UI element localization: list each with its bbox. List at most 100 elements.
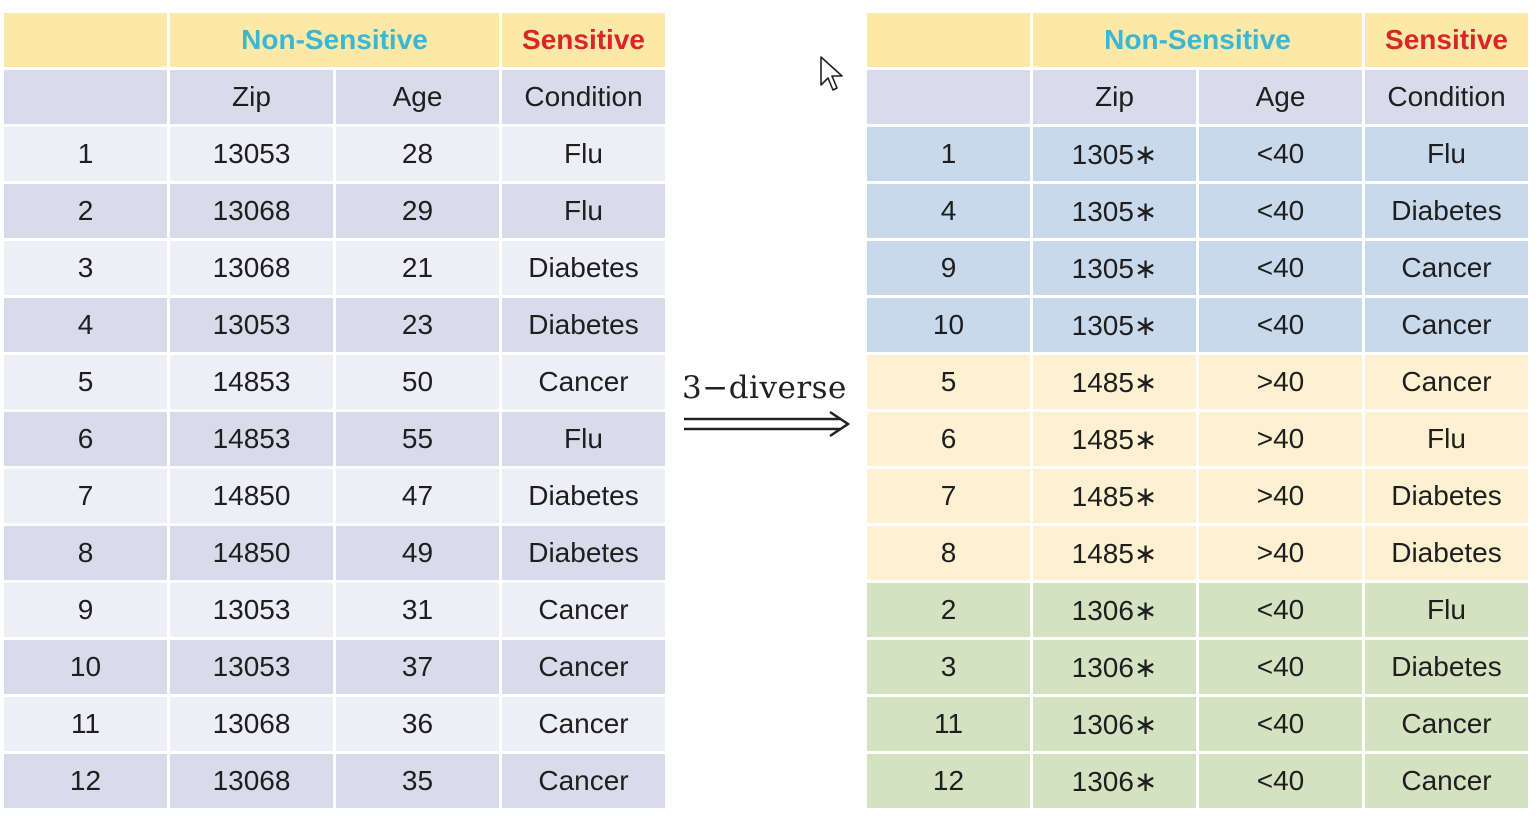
row-id-cell: 1 xyxy=(867,127,1030,181)
header-group-row: Non-Sensitive Sensitive xyxy=(867,13,1528,67)
zip-cell: 1306∗ xyxy=(1033,697,1196,751)
zip-cell: 1485∗ xyxy=(1033,412,1196,466)
column-header-row: Zip Age Condition xyxy=(4,70,665,124)
condition-cell: Cancer xyxy=(502,355,665,409)
zip-cell: 1306∗ xyxy=(1033,754,1196,808)
condition-cell: Cancer xyxy=(502,583,665,637)
row-id-cell: 10 xyxy=(867,298,1030,352)
zip-cell: 13068 xyxy=(170,697,333,751)
zip-cell: 13068 xyxy=(170,754,333,808)
age-cell: 35 xyxy=(336,754,499,808)
table-row: 12 13068 35 Cancer xyxy=(4,754,665,808)
age-cell: 31 xyxy=(336,583,499,637)
table-row: 5 1485∗ >40 Cancer xyxy=(867,355,1528,409)
row-id-cell: 1 xyxy=(4,127,167,181)
table-row: 4 13053 23 Diabetes xyxy=(4,298,665,352)
diverse-table: Non-Sensitive Sensitive Zip Age Conditio… xyxy=(864,10,1531,811)
table-row: 10 13053 37 Cancer xyxy=(4,640,665,694)
condition-cell: Flu xyxy=(1365,583,1528,637)
table-row: 12 1306∗ <40 Cancer xyxy=(867,754,1528,808)
condition-cell: Cancer xyxy=(1365,241,1528,295)
age-cell: <40 xyxy=(1199,697,1362,751)
header-group-row: Non-Sensitive Sensitive xyxy=(4,13,665,67)
age-cell: <40 xyxy=(1199,241,1362,295)
zip-cell: 1485∗ xyxy=(1033,469,1196,523)
zip-cell: 1305∗ xyxy=(1033,127,1196,181)
zip-cell: 14850 xyxy=(170,469,333,523)
row-id-cell: 7 xyxy=(867,469,1030,523)
table-row: 8 14850 49 Diabetes xyxy=(4,526,665,580)
row-id-cell: 9 xyxy=(867,241,1030,295)
zip-cell: 13053 xyxy=(170,583,333,637)
row-id-cell: 3 xyxy=(4,241,167,295)
condition-cell: Cancer xyxy=(1365,754,1528,808)
row-id-cell: 6 xyxy=(4,412,167,466)
row-id-cell: 11 xyxy=(867,697,1030,751)
row-id-cell: 12 xyxy=(4,754,167,808)
column-header-id xyxy=(867,70,1030,124)
zip-cell: 1485∗ xyxy=(1033,355,1196,409)
table-row: 9 1305∗ <40 Cancer xyxy=(867,241,1528,295)
zip-cell: 1306∗ xyxy=(1033,640,1196,694)
zip-cell: 1306∗ xyxy=(1033,583,1196,637)
non-sensitive-header: Non-Sensitive xyxy=(1033,13,1362,67)
age-cell: >40 xyxy=(1199,469,1362,523)
condition-cell: Cancer xyxy=(1365,298,1528,352)
column-header-zip: Zip xyxy=(170,70,333,124)
column-header-age: Age xyxy=(1199,70,1362,124)
column-header-condition: Condition xyxy=(502,70,665,124)
column-header-row: Zip Age Condition xyxy=(867,70,1528,124)
zip-cell: 13053 xyxy=(170,127,333,181)
age-cell: 37 xyxy=(336,640,499,694)
table-row: 8 1485∗ >40 Diabetes xyxy=(867,526,1528,580)
zip-cell: 13068 xyxy=(170,241,333,295)
sensitive-header: Sensitive xyxy=(1365,13,1528,67)
table-row: 2 13068 29 Flu xyxy=(4,184,665,238)
row-id-cell: 7 xyxy=(4,469,167,523)
column-header-id xyxy=(4,70,167,124)
age-cell: 23 xyxy=(336,298,499,352)
age-cell: 47 xyxy=(336,469,499,523)
zip-cell: 1305∗ xyxy=(1033,241,1196,295)
double-right-arrow-icon xyxy=(684,410,851,438)
table-row: 11 1306∗ <40 Cancer xyxy=(867,697,1528,751)
row-id-cell: 2 xyxy=(4,184,167,238)
row-id-cell: 2 xyxy=(867,583,1030,637)
condition-cell: Flu xyxy=(502,184,665,238)
condition-cell: Diabetes xyxy=(1365,469,1528,523)
age-cell: >40 xyxy=(1199,526,1362,580)
table-row: 2 1306∗ <40 Flu xyxy=(867,583,1528,637)
zip-cell: 1485∗ xyxy=(1033,526,1196,580)
age-cell: 21 xyxy=(336,241,499,295)
row-id-cell: 8 xyxy=(867,526,1030,580)
row-id-cell: 5 xyxy=(867,355,1030,409)
column-header-zip: Zip xyxy=(1033,70,1196,124)
condition-cell: Diabetes xyxy=(502,241,665,295)
condition-cell: Flu xyxy=(502,412,665,466)
table-row: 3 1306∗ <40 Diabetes xyxy=(867,640,1528,694)
condition-cell: Diabetes xyxy=(502,469,665,523)
row-id-cell: 8 xyxy=(4,526,167,580)
column-header-condition: Condition xyxy=(1365,70,1528,124)
table-row: 7 1485∗ >40 Diabetes xyxy=(867,469,1528,523)
table-row: 5 14853 50 Cancer xyxy=(4,355,665,409)
condition-cell: Cancer xyxy=(1365,697,1528,751)
age-cell: <40 xyxy=(1199,754,1362,808)
non-sensitive-header: Non-Sensitive xyxy=(170,13,499,67)
zip-cell: 13053 xyxy=(170,640,333,694)
zip-cell: 14853 xyxy=(170,412,333,466)
zip-cell: 13053 xyxy=(170,298,333,352)
table-row: 9 13053 31 Cancer xyxy=(4,583,665,637)
age-cell: <40 xyxy=(1199,583,1362,637)
table-row: 1 13053 28 Flu xyxy=(4,127,665,181)
condition-cell: Cancer xyxy=(1365,355,1528,409)
zip-cell: 1305∗ xyxy=(1033,298,1196,352)
condition-cell: Flu xyxy=(1365,412,1528,466)
table-row: 6 1485∗ >40 Flu xyxy=(867,412,1528,466)
table-row: 11 13068 36 Cancer xyxy=(4,697,665,751)
zip-cell: 13068 xyxy=(170,184,333,238)
age-cell: >40 xyxy=(1199,412,1362,466)
mouse-pointer-icon xyxy=(820,56,843,91)
row-id-cell: 4 xyxy=(867,184,1030,238)
sensitive-header: Sensitive xyxy=(502,13,665,67)
